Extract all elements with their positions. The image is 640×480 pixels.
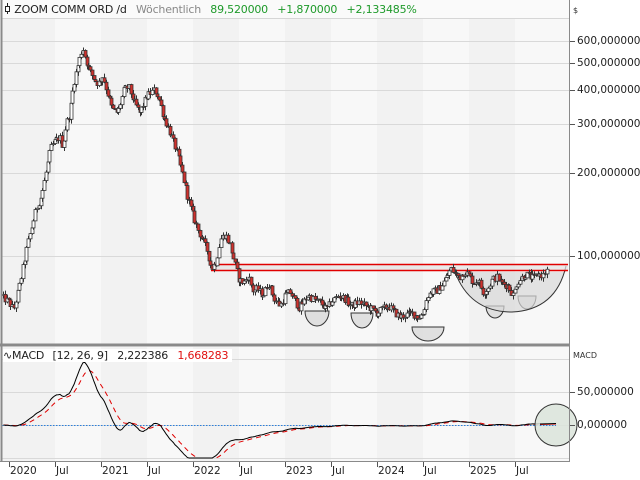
macd-tick-label: 0,000000 bbox=[577, 418, 628, 431]
resistance-lines bbox=[211, 263, 568, 272]
time-tick-label: 2020 bbox=[10, 465, 37, 477]
symbol-name: ZOOM COMM ORD /d bbox=[14, 3, 127, 16]
macd-tick-label: 50,000000 bbox=[577, 385, 634, 398]
time-tick-label: Jul bbox=[424, 465, 437, 477]
time-tick-label: 2021 bbox=[102, 465, 129, 477]
macd-params: [12, 26, 9] bbox=[52, 349, 109, 362]
chart-header: ZOOM COMM ORD /d Wöchentlich 89,520000 +… bbox=[4, 3, 417, 16]
axis-ticks bbox=[9, 41, 575, 467]
time-tick-label: 2022 bbox=[194, 465, 221, 477]
macd-label[interactable]: MACD bbox=[12, 349, 45, 362]
currency-label: $ bbox=[573, 6, 579, 15]
indicator-wave-icon: ∿ bbox=[3, 349, 13, 362]
time-tick-label: Jul bbox=[516, 465, 529, 477]
time-tick-label: Jul bbox=[332, 465, 345, 477]
price-tick-label: 500,000000 bbox=[577, 56, 640, 69]
macd-series bbox=[2, 361, 578, 459]
macd-header: ∿MACD [12, 26, 9] 2,222386 1,668283 bbox=[3, 349, 233, 362]
price-tick-label: 200,000000 bbox=[577, 166, 640, 179]
time-tick-label: Jul bbox=[240, 465, 253, 477]
price-tick-label: 600,000000 bbox=[577, 34, 640, 47]
period-label[interactable]: Wöchentlich bbox=[136, 3, 201, 16]
candle-icon bbox=[4, 3, 11, 14]
macd-axis-title: MACD bbox=[573, 351, 597, 360]
price-tick-label: 400,000000 bbox=[577, 83, 640, 96]
last-price: 89,520000 bbox=[210, 3, 268, 16]
signal-value: 1,668283 bbox=[177, 349, 229, 362]
time-tick-label: Jul bbox=[148, 465, 161, 477]
price-change: +1,870000 bbox=[277, 3, 338, 16]
price-tick-label: 100,000000 bbox=[577, 249, 640, 262]
time-tick-label: 2025 bbox=[470, 465, 497, 477]
candlestick-series[interactable] bbox=[1, 47, 550, 323]
price-change-percent: +2,133485% bbox=[346, 3, 417, 16]
time-tick-label: 2024 bbox=[378, 465, 405, 477]
time-tick-label: 2023 bbox=[286, 465, 313, 477]
time-tick-label: Jul bbox=[56, 465, 69, 477]
macd-value: 2,222386 bbox=[117, 349, 169, 362]
price-tick-label: 300,000000 bbox=[577, 117, 640, 130]
